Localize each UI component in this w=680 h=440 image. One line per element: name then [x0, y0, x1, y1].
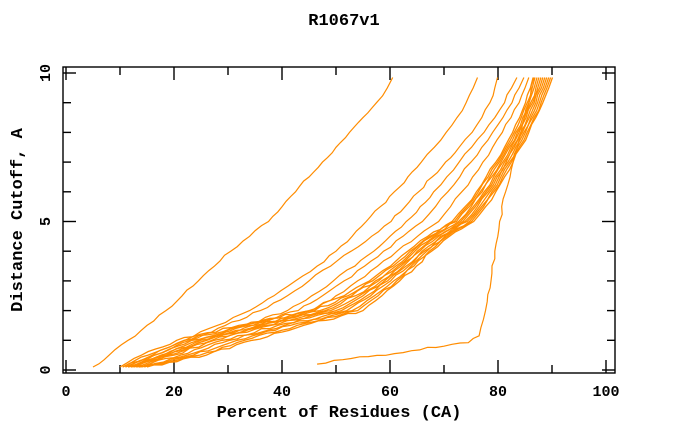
model-left-outlier: [92, 77, 394, 368]
chart-title: R1067v1: [308, 12, 379, 31]
y-tick-label: 10: [38, 64, 55, 82]
model-bundle-4: [127, 77, 540, 368]
model-bundle-3: [125, 77, 538, 368]
model-bundle-6: [133, 77, 544, 368]
x-tick-label: 0: [61, 384, 70, 401]
model-curves: [92, 77, 554, 368]
model-spread-3: [127, 77, 518, 368]
model-bundle-10: [144, 77, 552, 368]
x-tick-label: 60: [381, 384, 399, 401]
model-bundle-8: [138, 77, 548, 368]
model-bundle-9: [141, 77, 550, 368]
y-tick-label: 5: [38, 217, 55, 226]
model-bundle-7: [136, 77, 546, 368]
model-bundle-1: [119, 77, 534, 368]
y-tick-label: 0: [38, 365, 55, 374]
model-right-outlier: [317, 77, 535, 365]
x-tick-label: 80: [489, 384, 507, 401]
model-bundle-2: [122, 77, 536, 368]
model-bundle-5: [130, 77, 542, 368]
y-axis-title: Distance Cutoff, A: [9, 127, 28, 311]
model-spread-2: [125, 77, 499, 368]
model-spread-1: [122, 77, 479, 368]
x-tick-label: 20: [165, 384, 183, 401]
plot-frame: [62, 66, 616, 374]
x-tick-label: 100: [592, 384, 619, 401]
x-tick-label: 40: [273, 384, 291, 401]
axis-tick-labels: 0 20 40 60 80 100 0 5 10: [38, 64, 620, 401]
x-axis-title: Percent of Residues (CA): [217, 404, 462, 423]
